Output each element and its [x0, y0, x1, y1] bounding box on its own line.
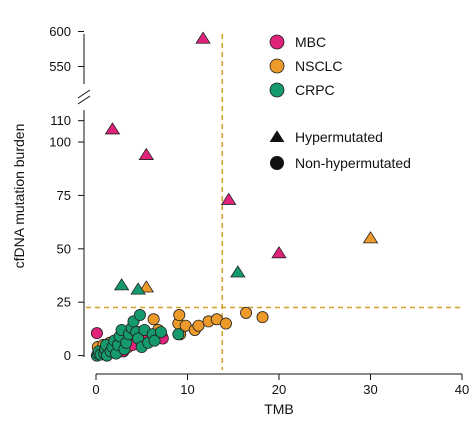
- legend-label-mbc: MBC: [295, 34, 326, 50]
- y-lower-tick-label: 100: [49, 135, 71, 150]
- x-axis-title: TMB: [264, 401, 294, 417]
- legend-label-nsclc: NSCLC: [295, 58, 342, 74]
- point-crpc-non-hypermutated: [154, 326, 167, 339]
- point-nsclc-non-hypermutated: [240, 306, 253, 319]
- legend-label-triangle: Hypermutated: [295, 129, 383, 145]
- point-nsclc-non-hypermutated: [219, 317, 232, 330]
- legend-swatch-mbc: [269, 34, 285, 50]
- y-axis-title: cfDNA mutation burden: [11, 124, 27, 269]
- y-lower-tick-label: 50: [57, 241, 71, 256]
- legend-swatch-nsclc: [269, 58, 285, 74]
- x-tick-label: 40: [455, 382, 469, 397]
- y-lower-tick-label: 25: [57, 295, 71, 310]
- y-upper-tick-label: 550: [49, 59, 71, 74]
- ticks: 0 10 20 30 40 0 25 50 75 100 110 550 600: [49, 24, 469, 397]
- legend-label-circle: Non-hypermutated: [295, 155, 411, 171]
- point-mbc-hypermutated: [220, 192, 237, 205]
- x-tick-label: 20: [272, 382, 286, 397]
- point-nsclc-non-hypermutated: [147, 313, 160, 326]
- y-lower-tick-label: 75: [57, 188, 71, 203]
- legend: MBC NSCLC CRPC Hypermutated Non-hypermutated: [269, 34, 411, 171]
- point-crpc-non-hypermutated: [148, 334, 161, 347]
- legend-swatch-crpc: [269, 82, 285, 98]
- legend-marker-circle: [270, 156, 284, 170]
- point-mbc-non-hypermutated: [90, 327, 103, 340]
- point-nsclc-non-hypermutated: [256, 311, 269, 324]
- threshold-lines: [86, 34, 462, 370]
- data-points: [90, 31, 379, 362]
- point-crpc-hypermutated: [113, 278, 130, 291]
- y-axis-break-mark-bottom: [77, 95, 91, 105]
- point-nsclc-hypermutated: [362, 231, 379, 244]
- point-mbc-hypermutated: [104, 122, 121, 135]
- x-tick-label: 10: [180, 382, 194, 397]
- point-nsclc-non-hypermutated: [173, 309, 186, 322]
- point-mbc-hypermutated: [138, 147, 155, 160]
- x-tick-label: 30: [363, 382, 377, 397]
- y-axis-break-mark-top: [77, 89, 91, 99]
- point-nsclc-non-hypermutated: [192, 319, 205, 332]
- legend-label-crpc: CRPC: [295, 82, 335, 98]
- y-upper-tick-label: 600: [49, 24, 71, 39]
- point-mbc-hypermutated: [271, 246, 287, 259]
- point-crpc-non-hypermutated: [172, 328, 185, 341]
- x-tick-label: 0: [92, 382, 99, 397]
- point-nsclc-hypermutated: [138, 280, 155, 293]
- legend-marker-triangle: [269, 130, 285, 142]
- y-lower-tick-label: 0: [64, 348, 71, 363]
- y-lower-tick-label: 110: [50, 113, 71, 128]
- point-crpc-non-hypermutated: [133, 309, 146, 322]
- point-crpc-hypermutated: [230, 265, 246, 278]
- point-crpc-hypermutated: [130, 282, 146, 295]
- point-mbc-hypermutated: [195, 31, 211, 44]
